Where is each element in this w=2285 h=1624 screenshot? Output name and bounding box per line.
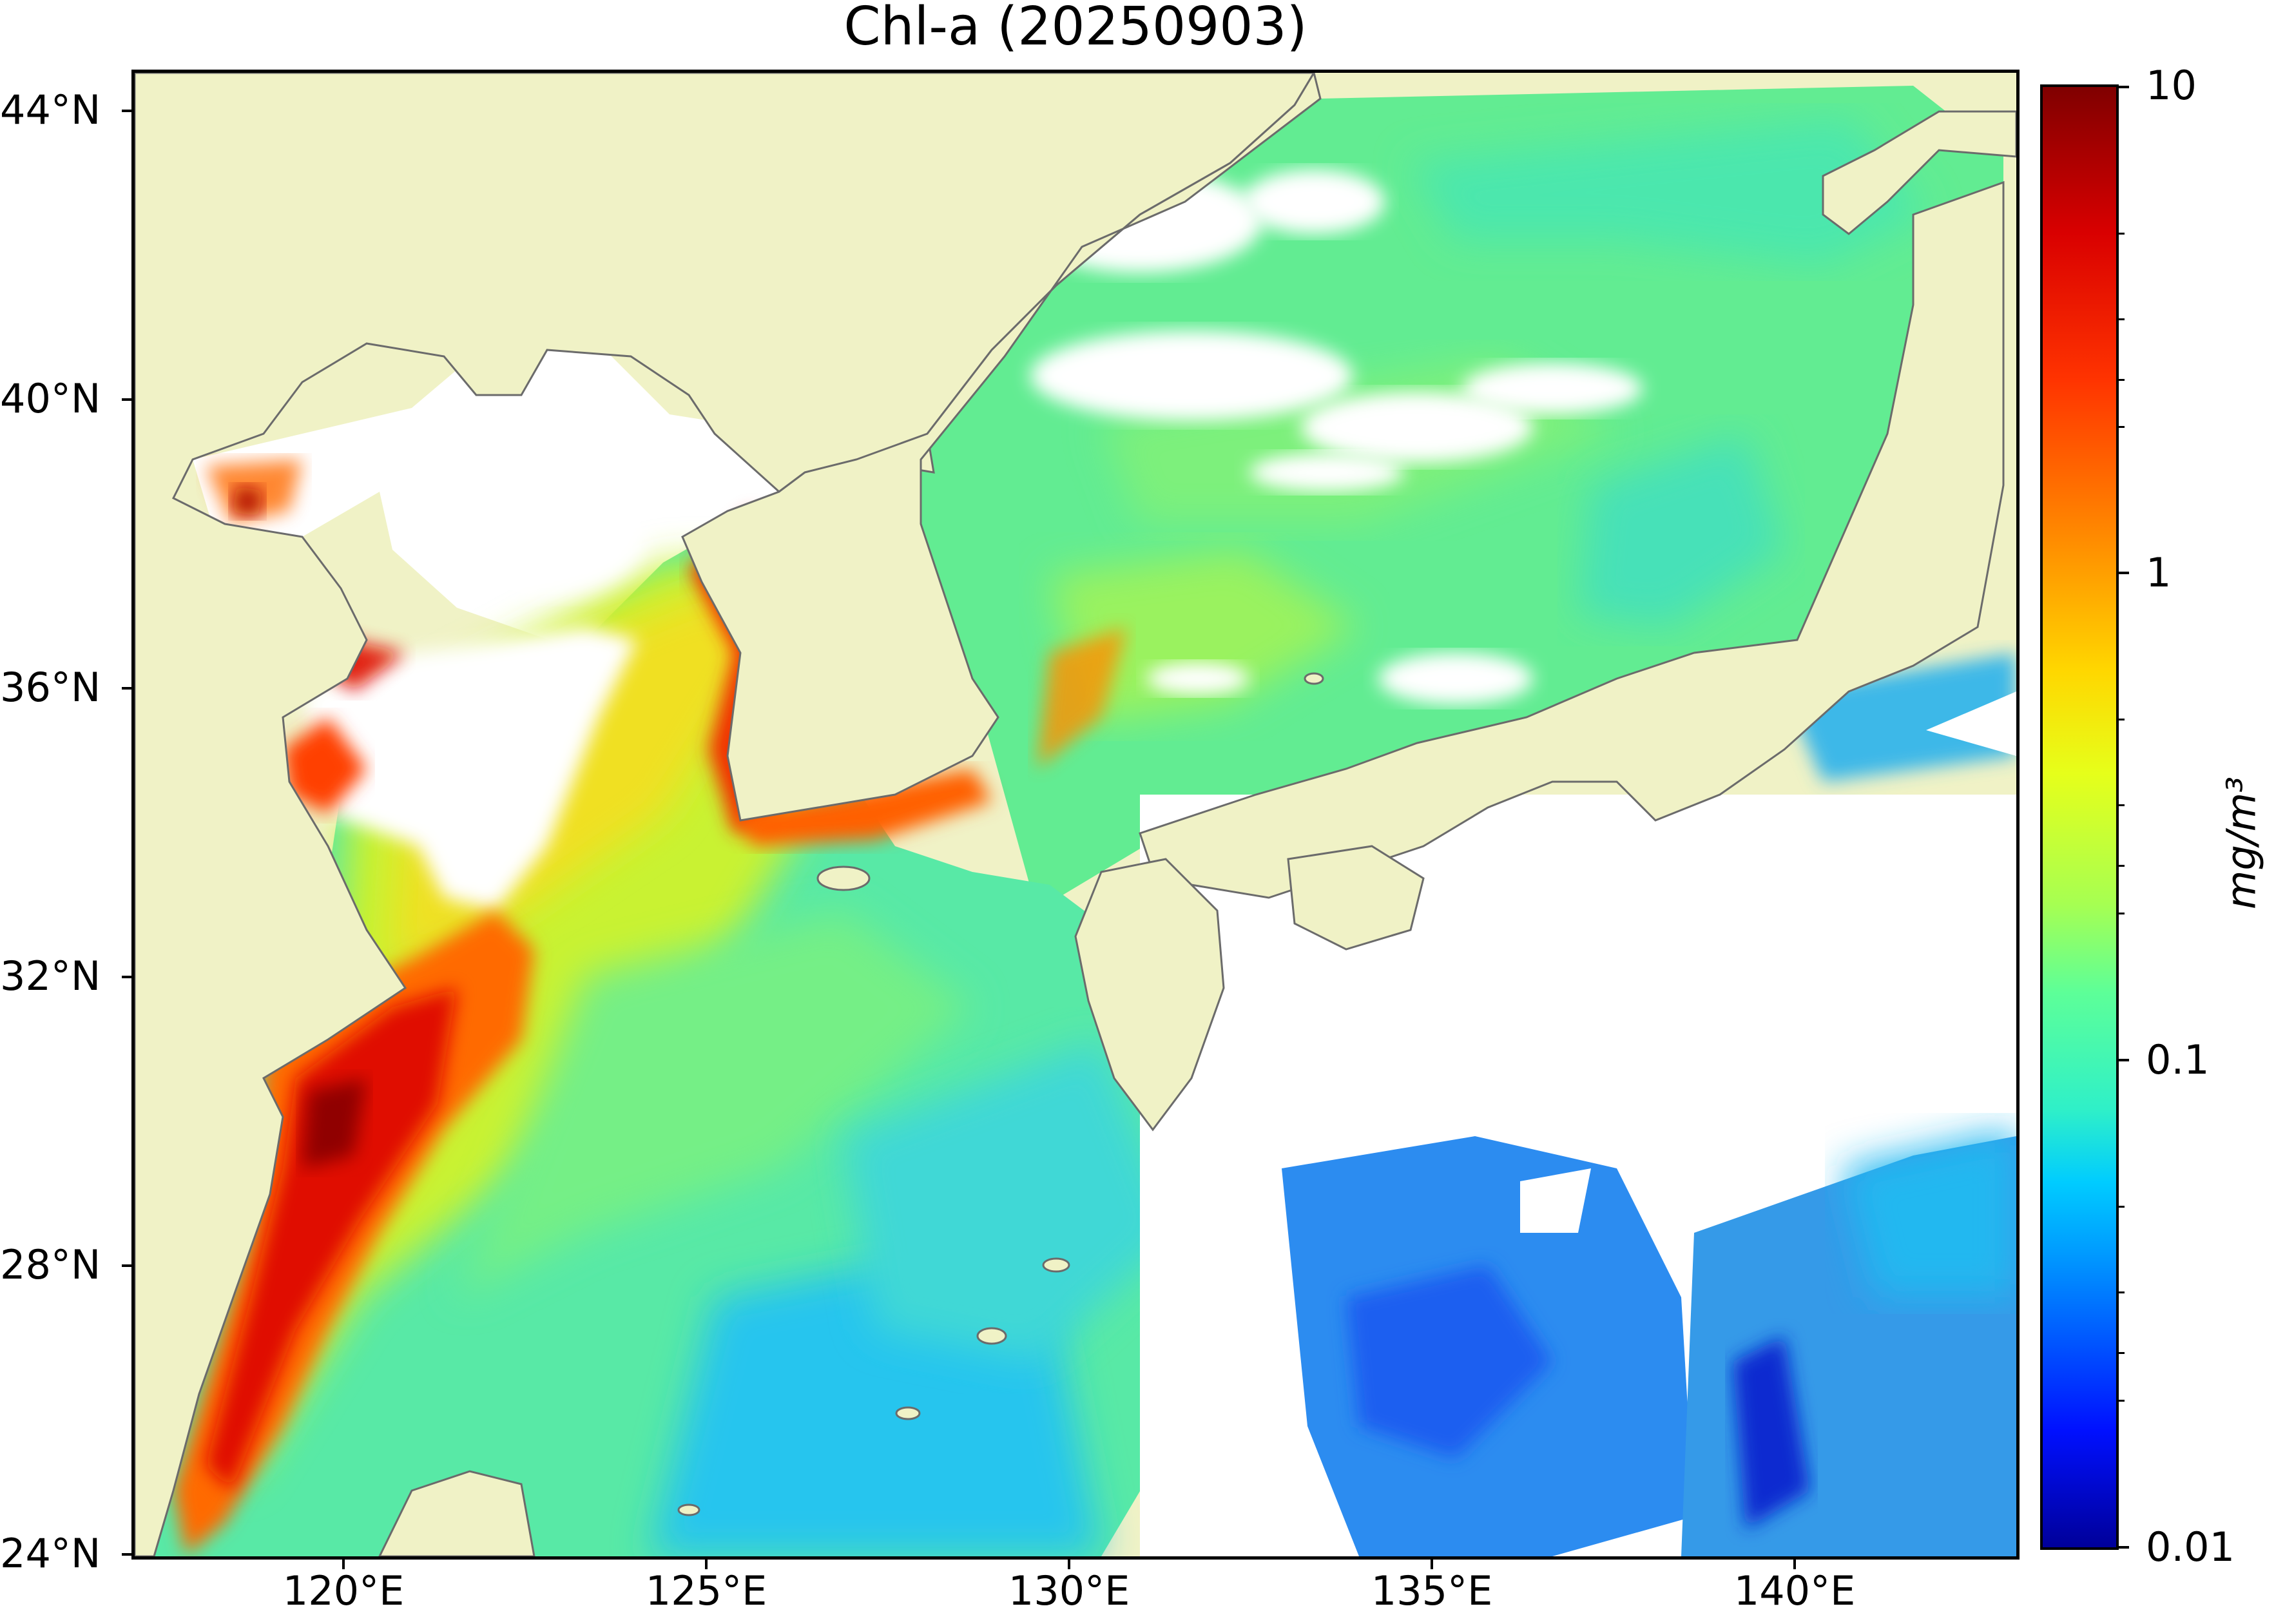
lon-tick-mark <box>1068 1560 1070 1569</box>
lat-tick-mark <box>122 976 131 978</box>
colorbar-minor-tick <box>2119 1400 2125 1402</box>
colorbar-tick-label: 0.1 <box>2146 1036 2210 1083</box>
lon-tick-label: 125°E <box>645 1567 767 1614</box>
map-title: Chl-a (20250903) <box>844 0 1307 57</box>
colorbar-unit-label: mg/m³ <box>2217 777 2265 909</box>
lat-tick-label: 36°N <box>0 664 101 711</box>
lat-tick-mark <box>122 687 131 690</box>
lat-tick-mark <box>122 110 131 112</box>
kyushu <box>1074 858 1225 1132</box>
colorbar-minor-tick <box>2119 318 2125 320</box>
hokkaido <box>1822 110 2016 235</box>
lat-tick-mark <box>122 1264 131 1267</box>
colorbar-tick-mark <box>2119 1546 2129 1549</box>
land-masses <box>135 73 2016 1556</box>
map-canvas <box>135 73 2016 1556</box>
colorbar-minor-tick <box>2119 804 2125 806</box>
colorbar-minor-tick <box>2119 426 2125 428</box>
korean-peninsula <box>681 73 1322 822</box>
colorbar-tick-label: 0.01 <box>2146 1523 2235 1571</box>
lat-tick-label: 40°N <box>0 375 101 422</box>
pacific-ocean <box>1140 653 2016 1556</box>
lon-tick-mark <box>342 1560 345 1569</box>
lon-tick-label: 140°E <box>1733 1567 1856 1614</box>
lat-tick-label: 32°N <box>0 952 101 1000</box>
lat-tick-mark <box>122 1553 131 1556</box>
lat-tick-label: 28°N <box>0 1241 101 1288</box>
taiwan <box>378 1470 535 1556</box>
colorbar-tick-label: 10 <box>2146 62 2197 109</box>
lon-tick-label: 135°E <box>1371 1567 1493 1614</box>
lon-tick-mark <box>1431 1560 1433 1569</box>
colorbar-minor-tick <box>2119 1291 2125 1293</box>
colorbar-minor-tick <box>2119 913 2125 914</box>
colorbar-minor-tick <box>2119 865 2125 867</box>
shikoku <box>1287 845 1425 951</box>
lat-tick-label: 44°N <box>0 86 101 133</box>
lat-tick-label: 24°N <box>0 1530 101 1577</box>
colorbar-tick-mark <box>2119 1059 2129 1061</box>
colorbar-minor-tick <box>2119 233 2125 235</box>
lat-tick-mark <box>122 398 131 401</box>
colorbar-minor-tick <box>2119 1352 2125 1354</box>
yellow-east-china-sea <box>135 479 1204 1556</box>
sea-of-japan <box>921 86 2003 911</box>
lon-tick-mark <box>705 1560 708 1569</box>
colorbar-minor-tick <box>2119 719 2125 720</box>
lon-tick-label: 120°E <box>282 1567 405 1614</box>
colorbar-minor-tick <box>2119 379 2125 381</box>
colorbar <box>2040 84 2119 1550</box>
colorbar-tick-mark <box>2119 86 2129 88</box>
lon-tick-label: 130°E <box>1008 1567 1130 1614</box>
jeju-island <box>816 865 871 891</box>
colorbar-tick-label: 1 <box>2146 549 2172 596</box>
lon-tick-mark <box>1793 1560 1796 1569</box>
colorbar-tick-mark <box>2119 572 2129 574</box>
chlorophyll-map <box>131 70 2020 1560</box>
colorbar-minor-tick <box>2119 1206 2125 1208</box>
